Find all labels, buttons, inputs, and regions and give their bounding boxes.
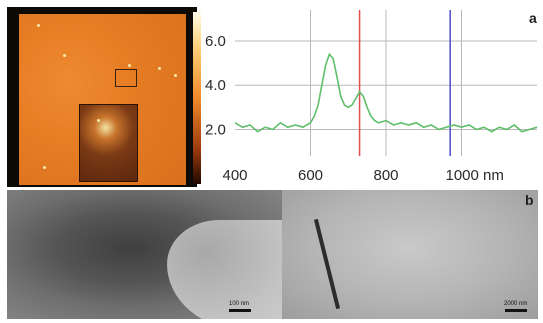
x-tick-label-1: 600 xyxy=(298,167,323,184)
afm-zoomed-inset xyxy=(79,104,138,182)
spectrum-chart: 2.0 4.0 6.0 400 600 800 1000 nm a xyxy=(203,6,538,186)
y-tick-labels: 2.0 4.0 6.0 xyxy=(205,33,226,138)
y-tick-label-1: 4.0 xyxy=(205,77,226,94)
afm-color-scale-bar xyxy=(193,12,201,184)
tem-left-region xyxy=(7,190,297,319)
tem-left-scale-label: 100 nm xyxy=(229,301,250,307)
tem-left-edge xyxy=(167,220,297,319)
tem-right-scale-label: 2000 nm xyxy=(504,301,528,307)
panel-label-b: b xyxy=(525,192,534,208)
x-tick-label-3: 1000 nm xyxy=(446,167,504,184)
x-tick-label-2: 800 xyxy=(373,167,398,184)
chart-markers xyxy=(358,10,451,156)
y-tick-label-0: 2.0 xyxy=(205,121,226,138)
tem-left-scale-bar xyxy=(229,309,251,312)
tem-right-scale-bar xyxy=(505,309,527,312)
tem-image: 100 nm 2000 nm xyxy=(7,190,538,319)
x-tick-label-0: 400 xyxy=(222,167,247,184)
afm-topography-map xyxy=(19,14,186,185)
afm-selection-box xyxy=(115,69,137,87)
y-tick-label-2: 6.0 xyxy=(205,33,226,50)
afm-image xyxy=(7,7,197,187)
chart-series xyxy=(234,52,538,133)
series-line-0 xyxy=(234,52,538,133)
tem-right-region xyxy=(282,190,538,319)
x-tick-labels: 400 600 800 1000 nm xyxy=(222,167,503,184)
panel-label-a: a xyxy=(529,10,537,26)
